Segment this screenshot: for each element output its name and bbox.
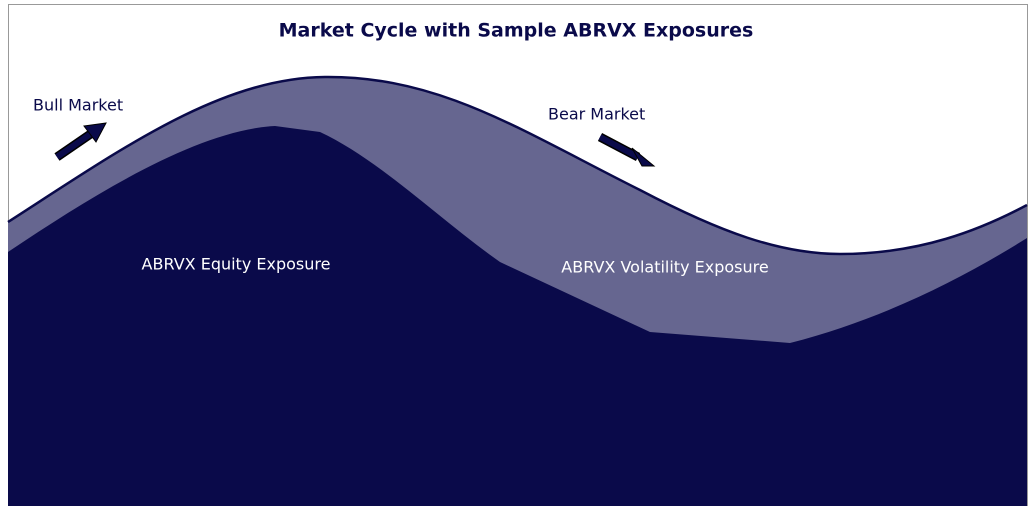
equity-area (8, 126, 1027, 506)
market-curve (7, 75, 1028, 256)
equity-label: ABRVX Equity Exposure (142, 255, 331, 274)
bear-arrow (597, 133, 656, 167)
bull-label: Bull Market (33, 96, 123, 115)
volatility-label: ABRVX Volatility Exposure (561, 258, 768, 277)
bull-arrow (54, 122, 107, 161)
title: Market Cycle with Sample ABRVX Exposures (279, 20, 754, 42)
bear-label: Bear Market (548, 105, 645, 124)
